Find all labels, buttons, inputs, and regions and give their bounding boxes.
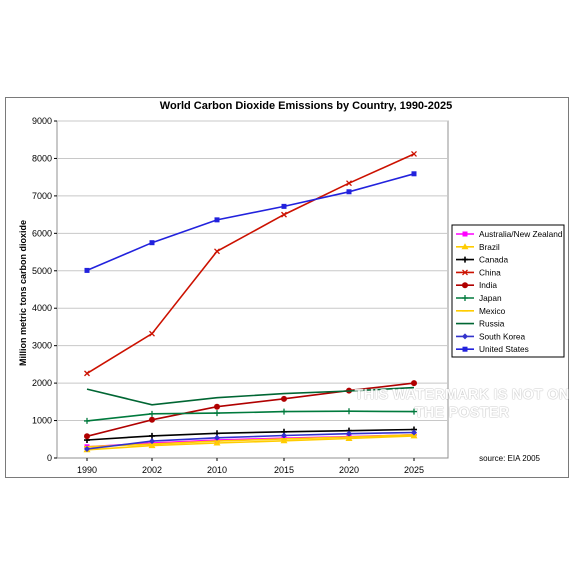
data-point-india [214, 403, 220, 410]
series-line-japan [86, 410, 415, 422]
series-line-brazil [86, 435, 415, 451]
series-lines [83, 150, 418, 453]
data-point-south-korea [346, 430, 352, 437]
data-point-brazil [213, 439, 221, 446]
data-point-south-korea [411, 429, 417, 436]
data-point-japan [149, 410, 155, 417]
data-point-united-states [411, 171, 417, 177]
data-point-japan [281, 408, 287, 415]
series-line-canada [86, 428, 415, 441]
data-point-india [149, 416, 155, 423]
series-india [84, 380, 417, 440]
y-axis-ticks: 0 1000 2000 3000 4000 5000 6000 7000 8000 9000 [32, 116, 57, 463]
y-tick-label: 9000 [32, 116, 52, 126]
legend-label-japan: Japan [479, 293, 502, 303]
legend-label-india: India [479, 280, 497, 290]
data-point-india [84, 433, 90, 440]
data-point-china [84, 370, 90, 377]
y-axis-label: Million metric tons carbon dioxide [18, 220, 28, 366]
y-tick-label: 5000 [32, 266, 52, 276]
series-russia [86, 386, 415, 406]
data-point-brazil [345, 435, 353, 442]
data-point-united-states [281, 203, 287, 209]
chart-title: World Carbon Dioxide Emissions by Countr… [160, 100, 452, 112]
legend-label-russia: Russia [479, 319, 505, 329]
legend-marker-canada [462, 256, 468, 263]
data-point-japan [214, 410, 220, 417]
y-tick-label: 4000 [32, 303, 52, 313]
y-tick-label: 3000 [32, 341, 52, 351]
x-tick-label: 2020 [339, 465, 359, 475]
data-point-india [281, 395, 287, 402]
y-tick-label: 8000 [32, 153, 52, 163]
data-point-china [149, 330, 155, 337]
data-point-brazil [148, 442, 156, 449]
data-point-united-states [346, 189, 352, 195]
source-note: source: EIA 2005 [479, 454, 540, 463]
y-tick-label: 2000 [32, 378, 52, 388]
series-china [84, 150, 417, 377]
series-line-india [86, 382, 415, 438]
data-point-south-korea [281, 432, 287, 439]
legend-label-brazil: Brazil [479, 242, 500, 252]
data-point-south-korea [214, 434, 220, 441]
x-tick-label: 2002 [142, 465, 162, 475]
series-south-korea [84, 429, 417, 453]
data-point-south-korea [84, 446, 90, 453]
x-tick-label: 2010 [207, 465, 227, 475]
x-tick-label: 2015 [274, 465, 294, 475]
y-tick-label: 6000 [32, 228, 52, 238]
y-tick-label: 7000 [32, 191, 52, 201]
data-point-china [281, 211, 287, 218]
x-tick-label: 1990 [77, 465, 97, 475]
legend-label-china: China [479, 267, 501, 277]
data-point-south-korea [149, 438, 155, 445]
series-line-china [86, 153, 415, 375]
legend-label-canada: Canada [479, 255, 508, 265]
legend-label-australia-new-zealand: Australia/New Zealand [479, 229, 563, 239]
data-point-brazil [280, 437, 288, 444]
legend-label-south-korea: South Korea [479, 331, 526, 341]
data-point-united-states [84, 267, 90, 273]
data-point-japan [346, 408, 352, 415]
x-tick-label: 2025 [404, 465, 424, 475]
legend-marker-brazil [461, 243, 469, 250]
legend-label-united-states: United States [479, 344, 529, 354]
data-point-china [214, 248, 220, 255]
series-line-united-states [86, 173, 415, 272]
series-united-states [84, 171, 417, 273]
data-point-japan [84, 417, 90, 424]
series-line-russia [86, 386, 415, 406]
data-point-china [411, 150, 417, 157]
legend-marker-australia-new-zealand [462, 231, 468, 237]
data-point-japan [411, 408, 417, 415]
x-axis-ticks: 1990 2002 2010 2015 2020 2025 [77, 458, 424, 475]
series-line-mexico [86, 434, 415, 448]
data-point-united-states [214, 217, 220, 223]
gridlines [57, 120, 448, 422]
series-japan [84, 408, 417, 424]
y-tick-label: 0 [47, 453, 52, 463]
legend-marker-india [462, 282, 468, 289]
legend-marker-united-states [462, 346, 468, 352]
legend-label-mexico: Mexico [479, 306, 506, 316]
legend-marker-china [462, 269, 468, 276]
data-point-united-states [149, 240, 155, 246]
legend-marker-south-korea [462, 333, 468, 340]
data-point-canada [149, 432, 155, 439]
series-line-south-korea [86, 431, 415, 450]
data-point-china [346, 180, 352, 187]
data-point-india [411, 380, 417, 387]
watermark-text: THIS WATERMARK IS NOT ON THE POSTER [354, 387, 570, 421]
legend-marker-japan [462, 295, 468, 301]
legend: Australia/New Zealand Brazil Canada China In… [451, 224, 565, 358]
y-tick-label: 1000 [32, 416, 52, 426]
